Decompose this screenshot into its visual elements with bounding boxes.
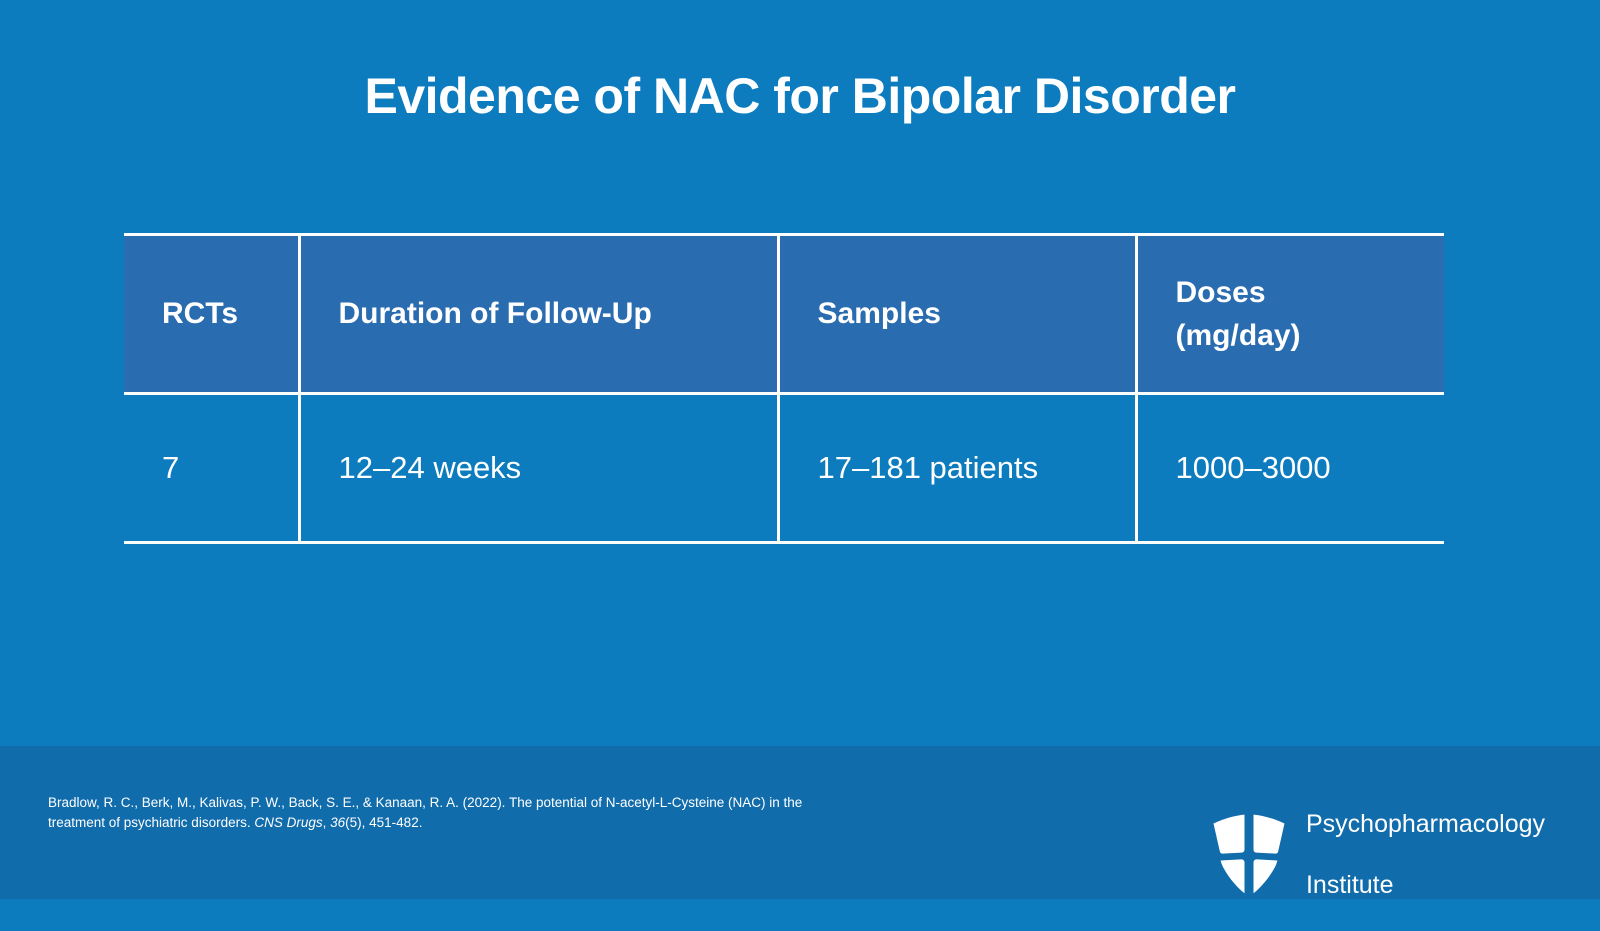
column-header-samples: Samples xyxy=(778,233,1138,395)
citation-journal-name: CNS Drugs xyxy=(254,814,323,830)
brand-logo: Psychopharmacology Institute xyxy=(1210,778,1545,931)
column-header-duration: Duration of Follow-Up xyxy=(299,233,780,395)
cell-doses: 1000–3000 xyxy=(1136,393,1444,544)
table-body: 7 12–24 weeks 17–181 patients 1000–3000 xyxy=(124,393,1444,544)
brand-logo-line1: Psychopharmacology xyxy=(1305,809,1545,838)
cell-duration: 12–24 weeks xyxy=(299,393,780,544)
evidence-table-container: RCTs Duration of Follow-Up Samples Doses… xyxy=(124,233,1444,544)
citation-separator: , xyxy=(322,814,331,830)
table-header: RCTs Duration of Follow-Up Samples Doses… xyxy=(124,233,1444,395)
shield-cross-logo-icon xyxy=(1213,814,1285,894)
column-header-doses: Doses (mg/day) xyxy=(1136,233,1444,395)
slide-root: Evidence of NAC for Bipolar Disorder RCT… xyxy=(0,68,1600,899)
brand-logo-text: Psychopharmacology Institute xyxy=(1306,778,1545,931)
column-header-doses-line1: Doses xyxy=(1175,275,1266,309)
citation-authors-title: Bradlow, R. C., Berk, M., Kalivas, P. W.… xyxy=(48,795,803,830)
table-row: 7 12–24 weeks 17–181 patients 1000–3000 xyxy=(124,393,1444,544)
footer-band: Bradlow, R. C., Berk, M., Kalivas, P. W.… xyxy=(0,746,1600,899)
table-header-row: RCTs Duration of Follow-Up Samples Doses… xyxy=(124,233,1444,395)
citation-text: Bradlow, R. C., Berk, M., Kalivas, P. W.… xyxy=(48,793,808,832)
cell-samples: 17–181 patients xyxy=(778,393,1138,544)
citation-volume: 36 xyxy=(330,814,346,830)
column-header-rcts: RCTs xyxy=(124,233,301,395)
column-header-doses-line2: (mg/day) xyxy=(1175,319,1301,352)
evidence-table: RCTs Duration of Follow-Up Samples Doses… xyxy=(124,233,1444,544)
citation-issue-pages: (5), 451-482. xyxy=(345,814,423,830)
brand-logo-line2: Institute xyxy=(1305,870,1394,899)
page-title: Evidence of NAC for Bipolar Disorder xyxy=(364,68,1236,124)
cell-rcts: 7 xyxy=(124,393,301,544)
